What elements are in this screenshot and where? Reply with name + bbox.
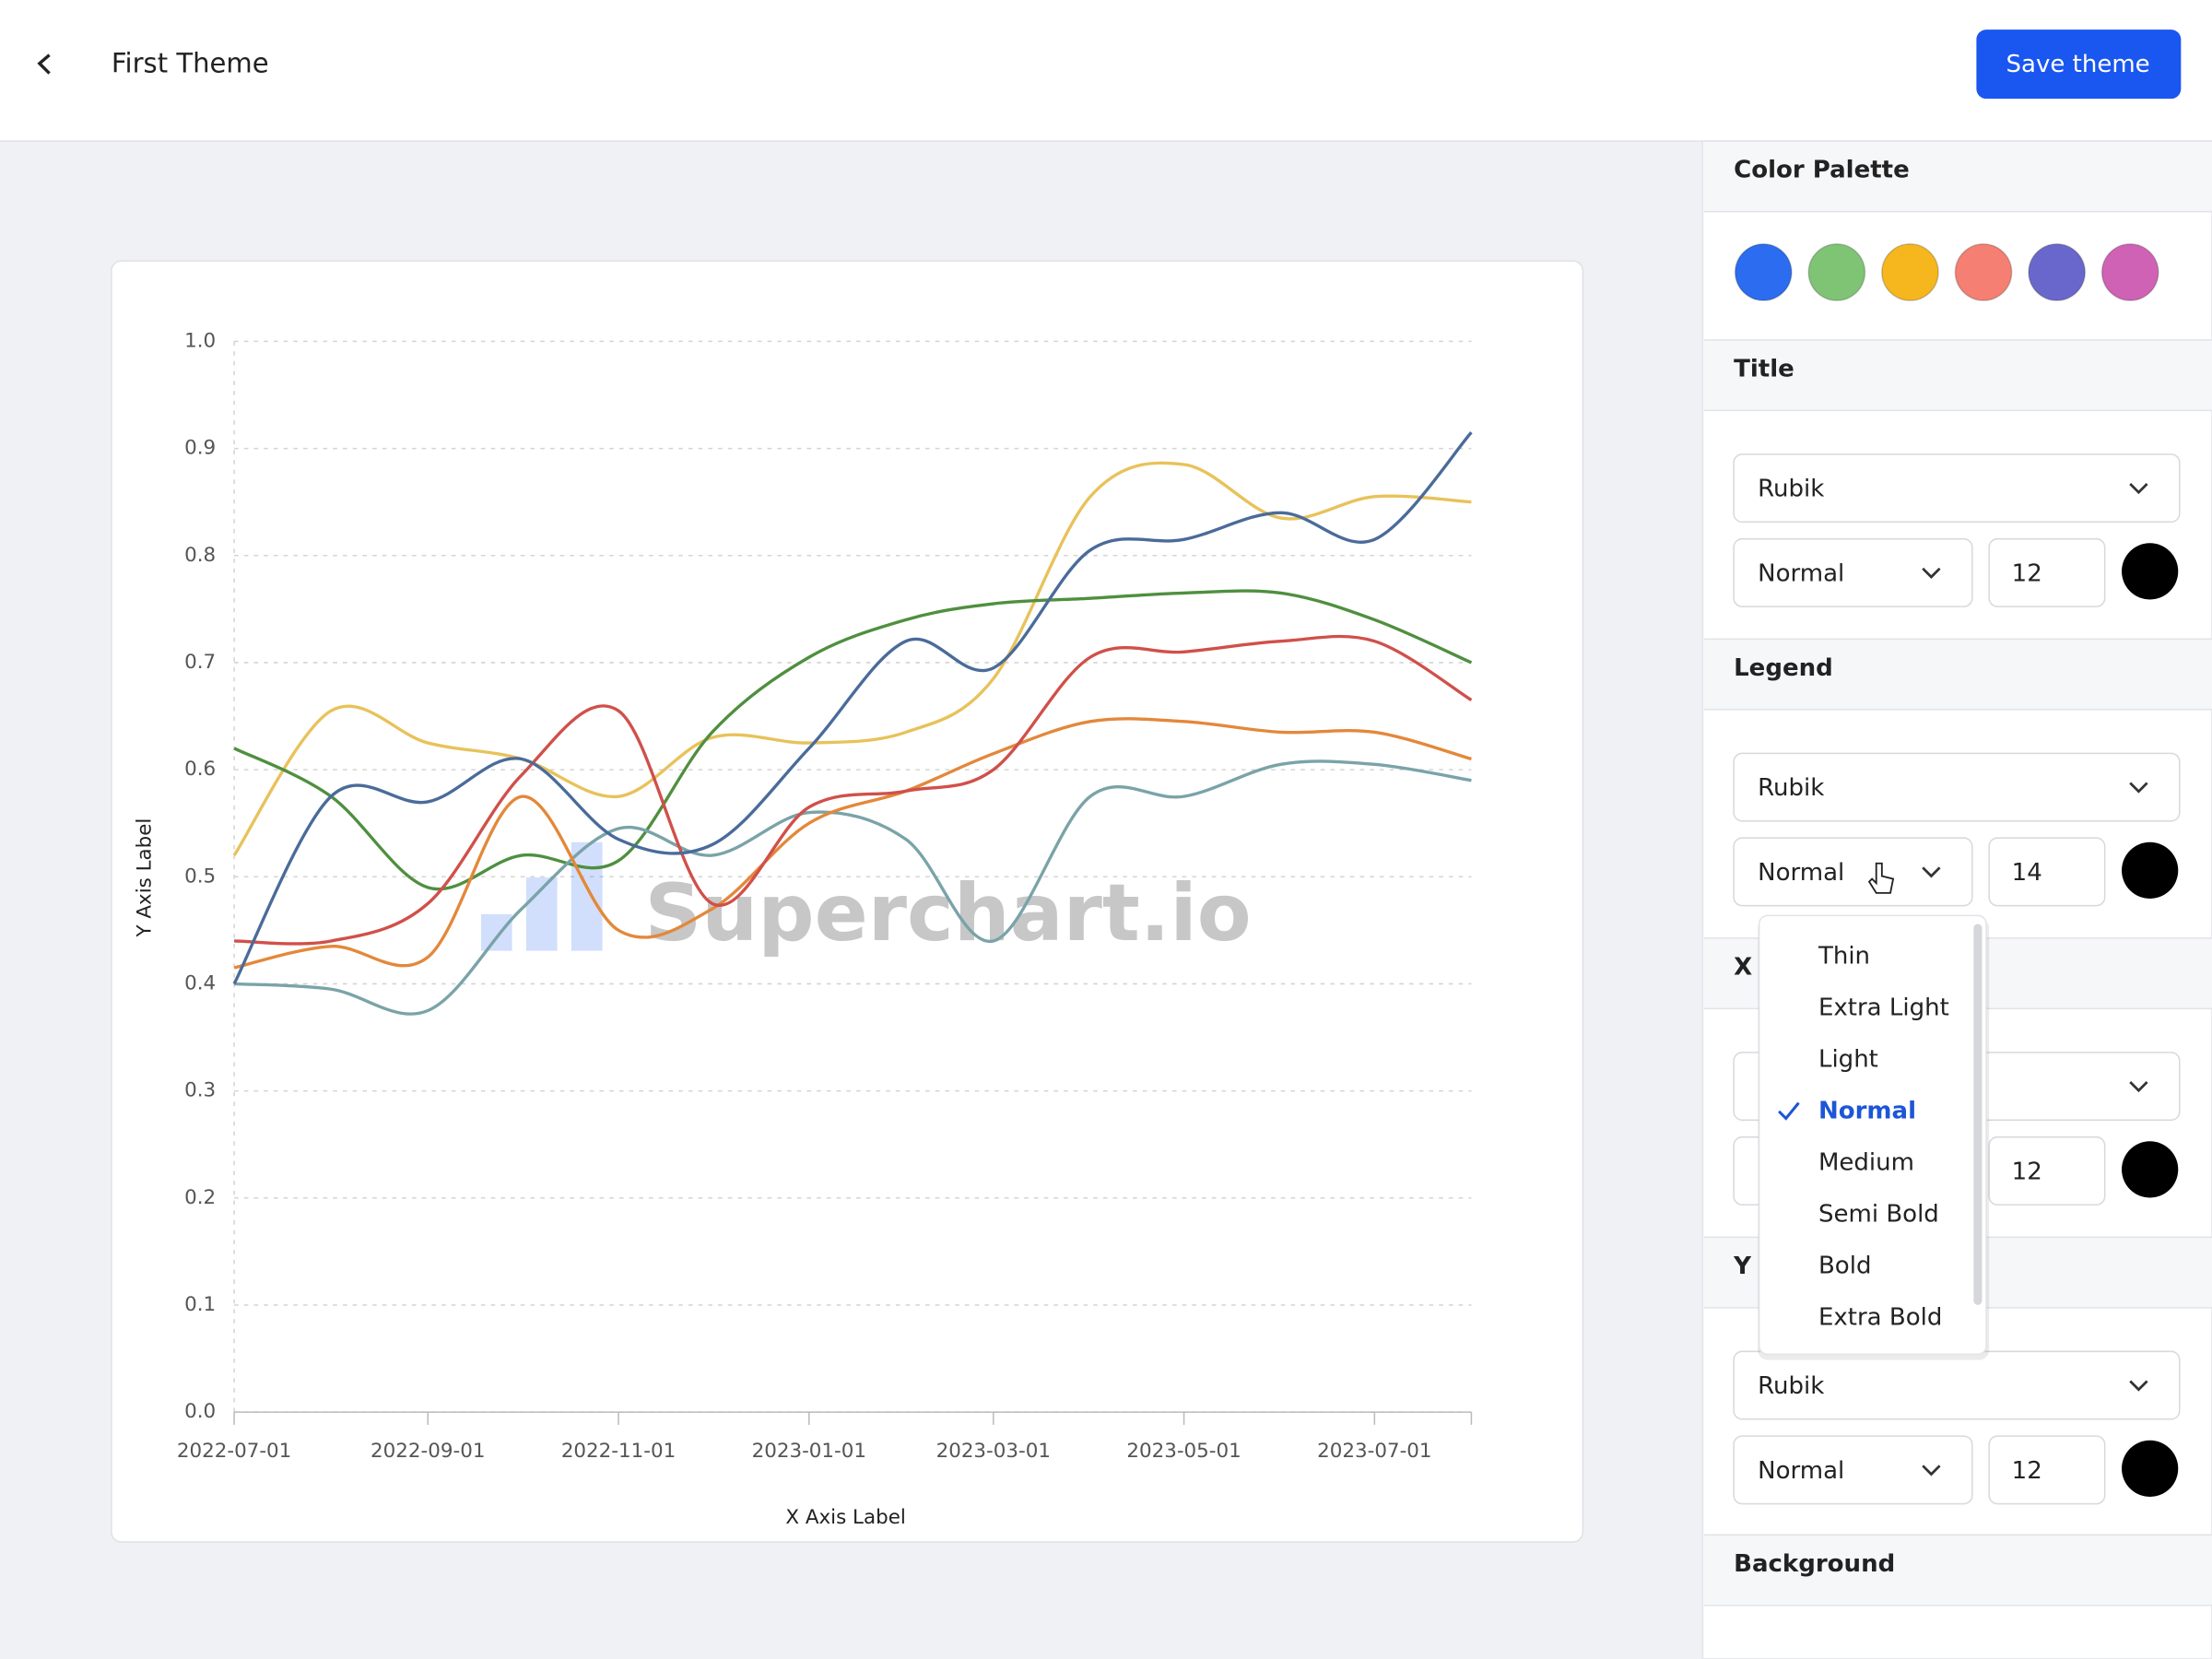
y-tick-label: 1.0 [184,329,216,352]
dropdown: Thin Extra Light Light Normal Medium Semi Bol… [1758,862,1990,1360]
series-line [233,589,1473,891]
palette-swatch[interactable] [2100,243,2159,301]
section-header [1703,639,2212,710]
section-title: Legend [1734,654,1833,682]
section-header [1703,141,2212,212]
chevron [2129,1081,2148,1093]
weight-select[interactable] [1733,537,1973,607]
x-tick-label: 2023-07-01 [1317,1440,1431,1463]
x-tick-label: 2023-03-01 [936,1440,1051,1463]
font-value: Rubik [1758,774,1824,802]
dropdown-option[interactable]: Bold [1818,1252,1872,1279]
page-title: First Theme [112,47,269,78]
dropdown-option[interactable]: Extra Light [1818,994,1949,1021]
chevron [1922,1465,1941,1477]
series-line [233,717,1472,970]
chart-card [111,260,1584,1543]
y-tick-label: 0.2 [184,1186,216,1209]
save-button-label[interactable]: Save theme [2006,51,2150,78]
size-value: 12 [2012,559,2042,587]
chevron [2129,1380,2148,1392]
weight-value: Normal [1758,1457,1844,1485]
y-tick-label: 0.5 [184,865,216,888]
palette-swatch[interactable] [2028,243,2087,301]
size-input[interactable] [1988,1435,2106,1505]
weight-value: Normal [1758,559,1844,587]
watermark-logo [571,841,603,951]
y-tick-label: 0.0 [184,1400,216,1423]
weight-select[interactable] [1733,837,1973,907]
dropdown-option[interactable]: Medium [1818,1148,1914,1176]
size-value: 12 [2012,1457,2042,1485]
series-line [232,461,1472,856]
x-tick-label: 2023-01-01 [752,1440,866,1463]
back-button[interactable] [37,53,51,75]
chevron [2129,483,2148,495]
cursor [1867,862,1895,894]
size-value: 14 [2012,859,2042,887]
palette-swatch[interactable] [1807,243,1866,301]
x-tick-label: 2022-11-01 [561,1440,676,1463]
font-value: Rubik [1758,1372,1824,1400]
section-title: Color Palette [1734,157,1910,184]
color-swatch[interactable] [2122,1141,2179,1198]
color-swatch[interactable] [2122,1440,2179,1497]
header-bar [0,0,2212,142]
series-line [232,431,1473,985]
chart: 0.0 0.1 0.2 0.3 0.4 0.5 0.6 0.7 0.8 0.9 1.0 2022-07… [134,329,1473,1529]
palette-swatch[interactable] [1954,243,2013,301]
size-input[interactable] [1988,837,2106,907]
chevron [1922,866,1941,878]
dropdown-menu [1758,914,1987,1356]
x-tick-label: 2022-09-01 [371,1440,485,1463]
y-tick-label: 0.8 [184,544,216,567]
size-input[interactable] [1988,1135,2106,1206]
series-line [234,634,1473,946]
y-tick-label: 0.9 [184,437,216,460]
series-line [233,759,1472,1016]
dropdown-option[interactable]: Thin [1818,942,1870,970]
section-header [1703,1535,2212,1606]
color-swatch[interactable] [2122,841,2179,899]
y-tick-label: 0.3 [184,1079,216,1102]
y-tick-label: 0.7 [184,651,216,674]
dropdown-option[interactable]: Extra Bold [1818,1303,1942,1331]
watermark-logo [480,913,512,951]
font-value: Rubik [1758,476,1824,503]
chevron [1922,567,1941,579]
weight-select[interactable] [1733,1435,1973,1505]
palette-swatch[interactable] [1734,243,1793,301]
x-tick-label: 2022-07-01 [177,1440,291,1463]
x-tick-label: 2023-05-01 [1126,1440,1241,1463]
size-value: 12 [2012,1158,2042,1185]
dropdown-option[interactable]: Normal [1818,1097,1916,1124]
check-mark [1778,1101,1800,1121]
weight-value: Normal [1758,859,1844,887]
x-axis-title: X Axis Label [785,1506,905,1529]
size-input[interactable] [1988,537,2106,607]
y-tick-label: 0.6 [184,758,216,781]
palette-swatch[interactable] [1881,243,1939,301]
save-button[interactable] [1976,29,2182,100]
font-select[interactable] [1733,453,2181,524]
y-axis-title: Y Axis Label [134,818,157,938]
dropdown-option[interactable]: Light [1818,1045,1878,1073]
dropdown-option[interactable]: Semi Bold [1818,1200,1939,1228]
sidebar-content: Color Palette Title Rubik Normal 12 Legend Rub… [1703,140,2212,1606]
chevron [2129,782,2148,794]
y-tick-label: 0.4 [184,971,216,994]
section-title: Title [1734,356,1794,383]
font-select[interactable] [1733,752,2181,822]
section-title: Background [1734,1550,1895,1578]
section-header [1703,339,2212,411]
dropdown-scrollbar [1973,924,1983,1305]
y-tick-label: 0.1 [184,1293,216,1316]
color-swatch[interactable] [2122,543,2179,600]
watermark: Superchart.io [644,867,1251,959]
